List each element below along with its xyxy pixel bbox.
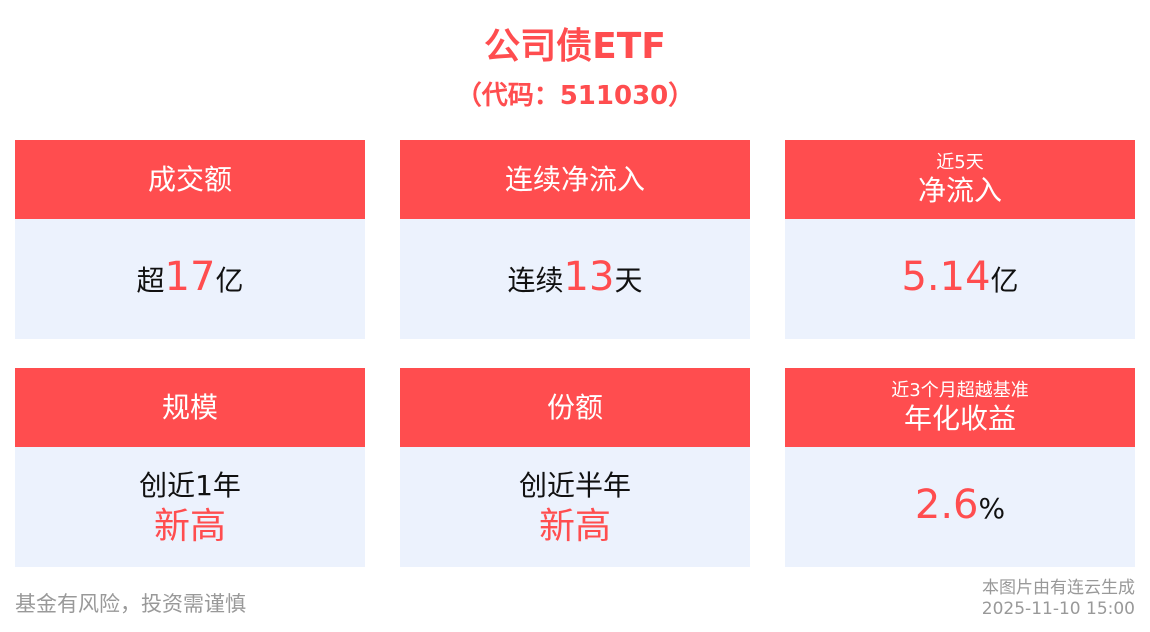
card-unit: 亿	[215, 264, 244, 297]
card-title: 成交额	[147, 162, 232, 196]
fund-code: （代码：511030）	[455, 81, 695, 111]
page-title: 公司债ETF	[484, 26, 666, 67]
card-unit: %	[978, 492, 1006, 525]
risk-disclaimer: 基金有风险，投资需谨慎	[15, 592, 246, 616]
card-text: 创近半年	[518, 469, 631, 502]
card-unit: 亿	[990, 264, 1019, 297]
card-shares: 份额 创近半年 新高	[400, 368, 750, 567]
card-prefix: 连续	[507, 264, 564, 297]
card-scale: 规模 创近1年新高	[15, 368, 365, 567]
card-value: 13	[563, 254, 615, 300]
card-subtitle: 近5天	[936, 151, 984, 173]
footer-source: 本图片由有连云生成 2025-11-10 15:00	[982, 578, 1135, 620]
card-title: 连续净流入	[504, 162, 645, 196]
card-subtitle: 近3个月超越基准	[891, 379, 1029, 401]
card-title: 规模	[161, 390, 218, 424]
timestamp: 2025-11-10 15:00	[981, 599, 1135, 619]
card-text: 创近1年	[139, 469, 241, 502]
card-title: 年化收益	[903, 401, 1016, 435]
source-text: 本图片由有连云生成	[982, 578, 1135, 598]
card-annual-return: 近3个月超越基准 年化收益 2.6%	[785, 368, 1135, 567]
card-consecutive-inflow: 连续净流入 连续13天	[400, 140, 750, 339]
card-prefix: 超	[136, 264, 165, 297]
card-value: 5.14	[901, 254, 991, 300]
card-title: 份额	[546, 390, 603, 424]
card-title: 净流入	[917, 173, 1002, 207]
card-unit: 天	[614, 264, 643, 297]
card-highlight: 新高	[153, 506, 226, 547]
card-value: 17	[164, 254, 216, 300]
card-5day-inflow: 近5天 净流入 5.14亿	[785, 140, 1135, 339]
card-turnover: 成交额 超17亿	[15, 140, 365, 339]
card-value: 2.6	[914, 482, 979, 528]
card-highlight: 新高	[538, 506, 611, 547]
